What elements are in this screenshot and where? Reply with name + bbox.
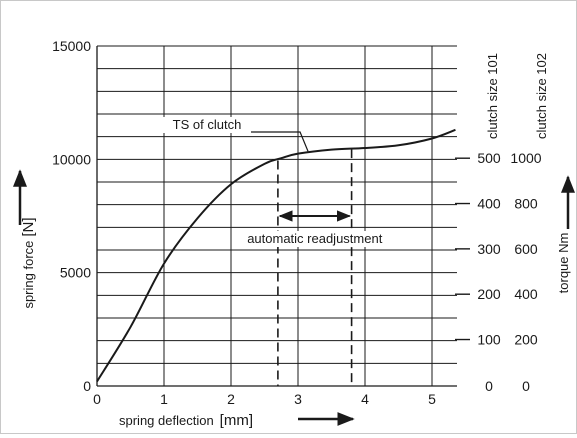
y-tick-labels: 0 5000 10000 15000 — [52, 38, 91, 394]
torque-axis-label: torque Nm — [556, 233, 571, 294]
ts-label-background — [159, 117, 255, 133]
y-tick-label: 10000 — [52, 151, 91, 167]
torque-tick-label: 500 — [477, 150, 501, 166]
torque-tick-label: 200 — [477, 286, 501, 302]
torque-tick-label: 0 — [485, 378, 493, 394]
torque-tick-label: 800 — [514, 196, 538, 212]
y-tick-label: 15000 — [52, 38, 91, 54]
x-tick-labels: 0 1 2 3 4 5 — [93, 391, 436, 407]
ts-leader-line — [251, 131, 309, 152]
x-tick-label: 3 — [294, 391, 302, 407]
clutch-size-102-title: clutch size 102 — [534, 53, 549, 139]
clutch-size-101-title: clutch size 101 — [485, 53, 500, 139]
y-axis-label: spring force [N] — [20, 217, 37, 308]
y-axis-unit: [N] — [20, 217, 37, 236]
x-tick-label: 1 — [160, 391, 168, 407]
spring-force-curve — [96, 128, 456, 382]
y-tick-label: 5000 — [60, 265, 91, 281]
torque-tick-label: 1000 — [510, 150, 541, 166]
x-tick-label: 0 — [93, 391, 101, 407]
readjust-label-background — [234, 231, 395, 247]
x-axis-label: spring deflection [mm] — [119, 412, 253, 429]
torque-tick-label: 100 — [477, 332, 501, 348]
torque-tick-label: 400 — [514, 286, 538, 302]
y-tick-label: 0 — [83, 378, 91, 394]
torque-tick-label: 200 — [514, 332, 538, 348]
x-tick-label: 2 — [227, 391, 235, 407]
torque-tick-label: 600 — [514, 241, 538, 257]
torque-tick-label: 400 — [477, 196, 501, 212]
x-axis-unit: [mm] — [220, 412, 253, 429]
torque-tick-label: 300 — [477, 241, 501, 257]
ts-of-clutch-label: TS of clutch — [173, 117, 242, 132]
y-axis-title: spring force — [21, 241, 36, 309]
readjust-label: automatic readjustment — [247, 231, 383, 246]
clutch-size-101-axis: 0 100 200 300 400 500 — [455, 150, 501, 394]
x-tick-label: 4 — [361, 391, 369, 407]
x-axis-title: spring deflection — [119, 413, 214, 428]
torque-tick-label: 0 — [522, 378, 530, 394]
clutch-size-102-axis: 0 200 400 600 800 1000 — [510, 150, 541, 394]
horizontal-gridlines — [97, 45, 457, 364]
x-tick-label: 5 — [428, 391, 436, 407]
